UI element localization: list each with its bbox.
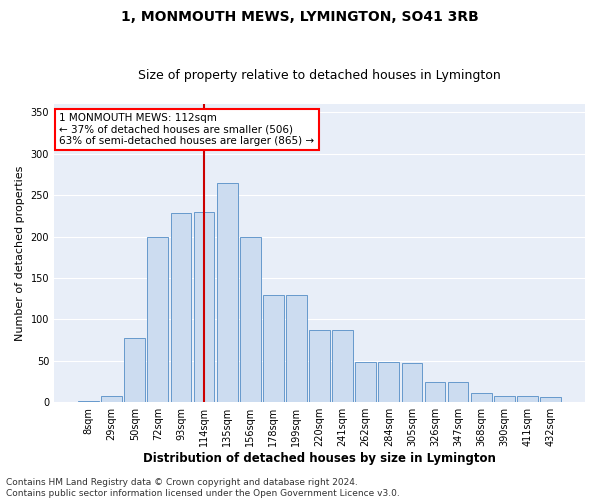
Bar <box>170 214 191 402</box>
Text: 1, MONMOUTH MEWS, LYMINGTON, SO41 3RB: 1, MONMOUTH MEWS, LYMINGTON, SO41 3RB <box>121 10 479 24</box>
Y-axis label: Number of detached properties: Number of detached properties <box>15 166 25 341</box>
Bar <box>401 364 422 402</box>
X-axis label: Distribution of detached houses by size in Lymington: Distribution of detached houses by size … <box>143 452 496 465</box>
Bar <box>217 182 238 402</box>
Bar <box>355 362 376 402</box>
Bar <box>309 330 330 402</box>
Bar <box>379 362 399 402</box>
Bar <box>332 330 353 402</box>
Text: 1 MONMOUTH MEWS: 112sqm
← 37% of detached houses are smaller (506)
63% of semi-d: 1 MONMOUTH MEWS: 112sqm ← 37% of detache… <box>59 113 314 146</box>
Bar <box>540 397 561 402</box>
Bar <box>148 236 168 402</box>
Bar <box>517 396 538 402</box>
Bar <box>124 338 145 402</box>
Bar <box>78 400 99 402</box>
Bar <box>286 294 307 402</box>
Bar <box>101 396 122 402</box>
Bar <box>448 382 469 402</box>
Bar <box>494 396 515 402</box>
Bar <box>263 294 284 402</box>
Text: Contains HM Land Registry data © Crown copyright and database right 2024.
Contai: Contains HM Land Registry data © Crown c… <box>6 478 400 498</box>
Title: Size of property relative to detached houses in Lymington: Size of property relative to detached ho… <box>138 69 501 82</box>
Bar <box>194 212 214 402</box>
Bar <box>240 236 260 402</box>
Bar <box>425 382 445 402</box>
Bar <box>471 393 491 402</box>
